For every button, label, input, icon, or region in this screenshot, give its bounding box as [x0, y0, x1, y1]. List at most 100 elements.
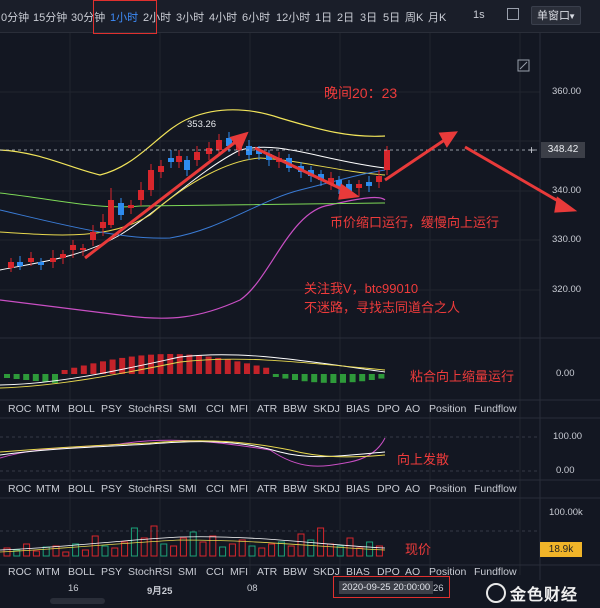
tf-1[interactable]: 15分钟 — [33, 12, 68, 24]
indicator-tab-boll[interactable]: BOLL — [68, 483, 95, 495]
indicator-tab-bbw[interactable]: BBW — [283, 566, 307, 578]
indicator-tab-skdj[interactable]: SKDJ — [313, 566, 340, 578]
indicator-tab-fundflow[interactable]: Fundflow — [474, 403, 517, 415]
macd-bar — [148, 354, 154, 374]
macd-bar — [32, 374, 39, 381]
indicator-tab-fundflow[interactable]: Fundflow — [474, 566, 517, 578]
indicator-tab-ao[interactable]: AO — [405, 483, 421, 495]
indicator-tab-cci[interactable]: CCI — [206, 566, 225, 578]
indicator-tab-stochrsi[interactable]: StochRSI — [128, 483, 173, 495]
tf-13[interactable]: 周K — [405, 12, 424, 24]
volume-bar — [336, 545, 344, 557]
indicator-tab-bbw[interactable]: BBW — [283, 483, 307, 495]
chart-canvas[interactable]: + — [0, 33, 600, 608]
indicator-tab-fundflow[interactable]: Fundflow — [474, 483, 517, 495]
indicator-tab-boll[interactable]: BOLL — [68, 566, 95, 578]
macd-zero: 0.00 — [556, 368, 575, 379]
scrollbar[interactable] — [50, 598, 105, 604]
indicator-tab-mtm[interactable]: MTM — [36, 483, 60, 495]
macd-bar — [224, 359, 231, 374]
indicator-tab-smi[interactable]: SMI — [178, 403, 197, 415]
tf-0[interactable]: 0分钟 — [1, 12, 30, 24]
indicator-tab-stochrsi[interactable]: StochRSI — [128, 403, 173, 415]
annotation-analysis: 币价缩口运行，缓慢向上运行 — [330, 215, 500, 230]
watermark-text: 金色财经 — [510, 587, 579, 604]
tf-14[interactable]: 月K — [428, 12, 447, 24]
indicator-tab-position[interactable]: Position — [429, 483, 467, 495]
tf-6[interactable]: 4小时 — [209, 12, 238, 24]
tf-3[interactable]: 1小时 — [110, 12, 139, 24]
kdj-j-line — [0, 440, 386, 458]
tf-2[interactable]: 30分钟 — [71, 12, 106, 24]
window-select-label: 单窗口 — [537, 10, 570, 22]
candle-body — [138, 190, 144, 200]
annotation-slogan: 不迷路，寻找志同道合之人 — [304, 300, 461, 315]
tf-9[interactable]: 1日 — [315, 12, 333, 24]
indicator-tab-roc[interactable]: ROC — [8, 403, 32, 415]
indicator-tab-cci[interactable]: CCI — [206, 403, 225, 415]
indicator-tab-bias[interactable]: BIAS — [346, 566, 370, 578]
macd-line-yellow — [0, 358, 386, 389]
indicator-tab-mfi[interactable]: MFI — [230, 403, 249, 415]
indicator-tab-atr[interactable]: ATR — [257, 403, 278, 415]
tf-5[interactable]: 3小时 — [176, 12, 205, 24]
indicator-tab-bias[interactable]: BIAS — [346, 403, 370, 415]
indicator-tab-mtm[interactable]: MTM — [36, 403, 60, 415]
macd-bar — [215, 357, 222, 374]
macd-bar — [359, 374, 366, 382]
tf-12[interactable]: 5日 — [383, 12, 401, 24]
tf-11[interactable]: 3日 — [360, 12, 378, 24]
chart-settings-icon[interactable] — [517, 59, 530, 72]
volume-bar — [13, 549, 21, 557]
tf-10[interactable]: 2日 — [337, 12, 355, 24]
indicator-tab-ao[interactable]: AO — [405, 566, 421, 578]
indicator-tab-bias[interactable]: BIAS — [346, 483, 370, 495]
indicator-tab-roc[interactable]: ROC — [8, 483, 32, 495]
tf-7[interactable]: 6小时 — [242, 12, 271, 24]
indicator-tab-stochrsi[interactable]: StochRSI — [128, 566, 173, 578]
indicator-tab-atr[interactable]: ATR — [257, 566, 278, 578]
volume-bar — [209, 535, 217, 557]
indicator-tab-smi[interactable]: SMI — [178, 483, 197, 495]
fullscreen-icon[interactable] — [507, 8, 519, 20]
indicator-tab-psy[interactable]: PSY — [101, 403, 123, 415]
candle-body — [366, 182, 372, 186]
indicator-tab-roc[interactable]: ROC — [8, 566, 32, 578]
indicator-tab-psy[interactable]: PSY — [101, 566, 123, 578]
indicator-tab-position[interactable]: Position — [429, 403, 467, 415]
kdj-100: 100.00 — [553, 431, 583, 442]
indicator-tab-smi[interactable]: SMI — [178, 566, 197, 578]
indicator-tab-psy[interactable]: PSY — [101, 483, 123, 495]
indicator-tab-skdj[interactable]: SKDJ — [313, 483, 340, 495]
macd-bar — [80, 365, 87, 374]
candle-body — [38, 262, 44, 265]
tf-4[interactable]: 2小时 — [143, 12, 172, 24]
indicator-tab-dpo[interactable]: DPO — [377, 566, 400, 578]
indicator-tab-dpo[interactable]: DPO — [377, 483, 400, 495]
indicator-tab-position[interactable]: Position — [429, 566, 467, 578]
indicator-tab-ao[interactable]: AO — [405, 403, 421, 415]
volume-bar — [317, 527, 325, 557]
ma-white-line — [0, 146, 386, 271]
vol-ma-yellow — [0, 539, 386, 553]
indicator-tab-boll[interactable]: BOLL — [68, 403, 95, 415]
indicator-tab-skdj[interactable]: SKDJ — [313, 403, 340, 415]
macd-bar — [301, 374, 308, 382]
volume-bar — [228, 543, 236, 557]
indicator-tab-dpo[interactable]: DPO — [377, 403, 400, 415]
kdj-0: 0.00 — [556, 465, 575, 476]
indicator-tab-mfi[interactable]: MFI — [230, 483, 249, 495]
volume-bars — [3, 525, 383, 557]
realtime-1s[interactable]: 1s — [473, 9, 485, 21]
indicator-tab-bbw[interactable]: BBW — [283, 403, 307, 415]
volume-bar — [140, 537, 148, 557]
indicator-tab-mtm[interactable]: MTM — [36, 566, 60, 578]
indicator-tab-cci[interactable]: CCI — [206, 483, 225, 495]
indicator-tab-mfi[interactable]: MFI — [230, 566, 249, 578]
tf-8[interactable]: 12小时 — [276, 12, 311, 24]
volume-bar — [277, 541, 285, 557]
trend-arrows — [84, 131, 578, 260]
cursor-time-highlight — [333, 576, 450, 598]
window-select[interactable]: 单窗口 ▼ — [531, 6, 581, 25]
indicator-tab-atr[interactable]: ATR — [257, 483, 278, 495]
